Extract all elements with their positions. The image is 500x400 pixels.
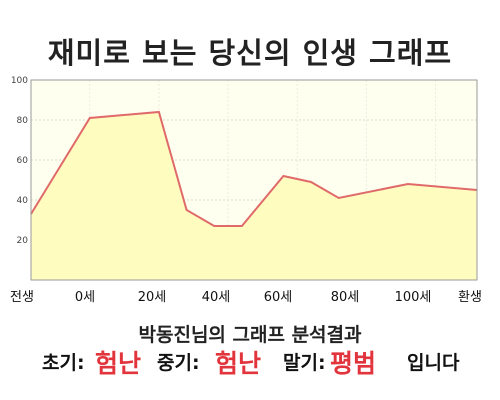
x-tick-label: 80세: [331, 290, 360, 305]
result-suffix: 입니다: [407, 352, 460, 374]
life-graph-chart: 20 40 60 80 100 전생 0세 20세 40세 60세 80세 100세 환생: [10, 76, 482, 305]
x-axis-ticks: 전생 0세 20세 40세 60세 80세 100세 환생: [10, 290, 482, 305]
analysis-title: 박동진님의 그래프 분석결과: [138, 324, 362, 346]
x-tick-label: 환생: [458, 290, 482, 305]
late-label: 말기:: [283, 352, 326, 374]
x-tick-label: 0세: [75, 290, 95, 305]
life-line: [30, 110, 478, 227]
mid-label: 중기:: [157, 352, 200, 374]
y-axis-ticks: 20 40 60 80 100: [11, 76, 28, 246]
plot-border: [30, 79, 478, 281]
x-tick-label: 전생: [10, 290, 34, 305]
early-label: 초기:: [42, 352, 85, 374]
y-tick-label: 40: [17, 196, 29, 206]
early-value: 험난: [95, 349, 142, 378]
y-tick-label: 80: [17, 116, 29, 126]
late-value: 평범: [330, 349, 377, 378]
x-tick-label: 20세: [138, 290, 167, 305]
y-tick-label: 20: [17, 236, 29, 246]
y-tick-label: 100: [11, 76, 28, 86]
mid-value: 험난: [215, 349, 262, 378]
x-tick-label: 100세: [395, 290, 432, 305]
x-tick-label: 40세: [202, 290, 231, 305]
page-title: 재미로 보는 당신의 인생 그래프: [47, 36, 453, 70]
life-area-fill: [31, 112, 477, 280]
y-tick-label: 60: [17, 156, 29, 166]
x-tick-label: 60세: [264, 290, 293, 305]
